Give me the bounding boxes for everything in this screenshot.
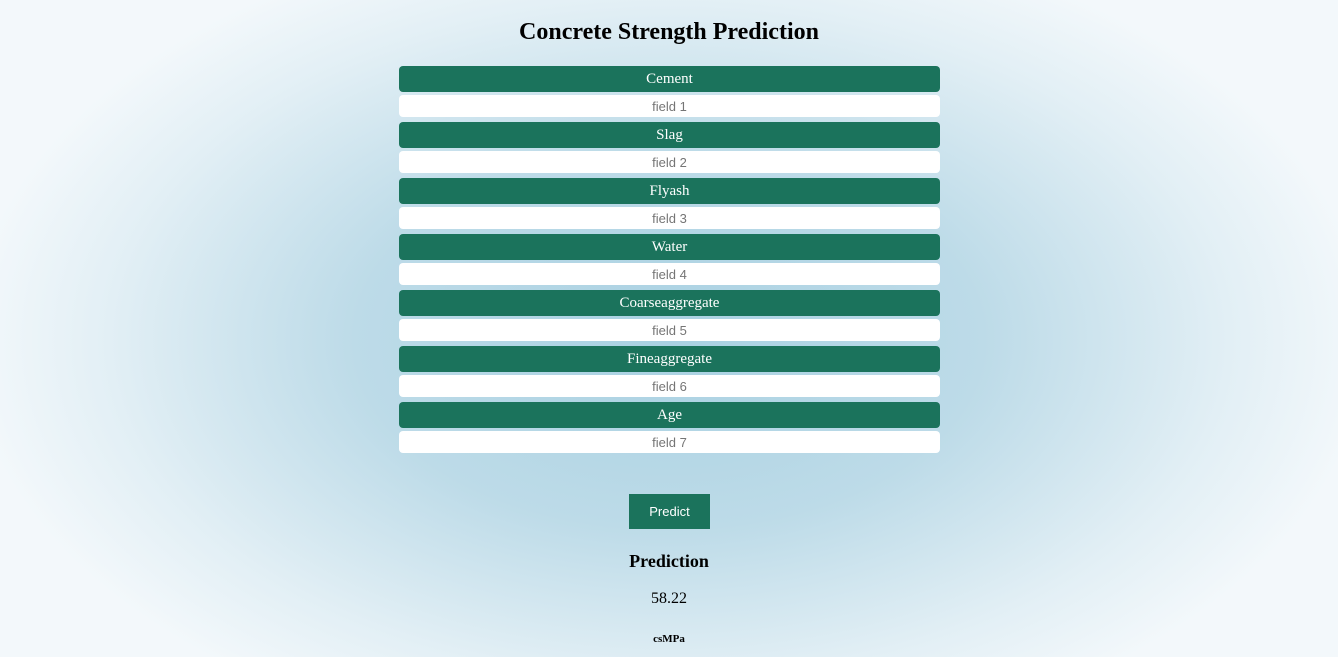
cement-input[interactable] xyxy=(399,95,940,117)
fineaggregate-label: Fineaggregate xyxy=(399,346,940,372)
field-group-fineaggregate: Fineaggregate xyxy=(399,346,940,402)
water-label: Water xyxy=(399,234,940,260)
water-input[interactable] xyxy=(399,263,940,285)
field-group-water: Water xyxy=(399,234,940,290)
fineaggregate-input[interactable] xyxy=(399,375,940,397)
flyash-label: Flyash xyxy=(399,178,940,204)
page-title: Concrete Strength Prediction xyxy=(519,19,819,45)
flyash-input[interactable] xyxy=(399,207,940,229)
coarseaggregate-input[interactable] xyxy=(399,319,940,341)
prediction-value: 58.22 xyxy=(651,590,687,607)
field-group-slag: Slag xyxy=(399,122,940,178)
prediction-unit: csMPa xyxy=(653,633,685,645)
prediction-form: Cement Slag Flyash Water Coarseaggregate… xyxy=(399,66,940,458)
age-input[interactable] xyxy=(399,431,940,453)
predict-button[interactable]: Predict xyxy=(629,494,710,529)
age-label: Age xyxy=(399,402,940,428)
slag-label: Slag xyxy=(399,122,940,148)
slag-input[interactable] xyxy=(399,151,940,173)
coarseaggregate-label: Coarseaggregate xyxy=(399,290,940,316)
field-group-flyash: Flyash xyxy=(399,178,940,234)
field-group-age: Age xyxy=(399,402,940,458)
cement-label: Cement xyxy=(399,66,940,92)
field-group-cement: Cement xyxy=(399,66,940,122)
field-group-coarseaggregate: Coarseaggregate xyxy=(399,290,940,346)
prediction-heading: Prediction xyxy=(629,551,709,571)
